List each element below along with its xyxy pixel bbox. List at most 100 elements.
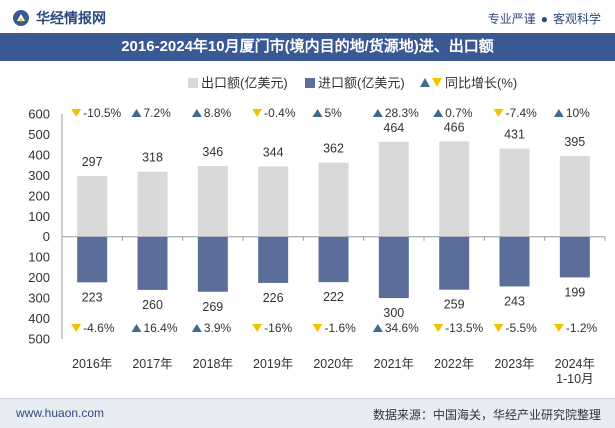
top-bar: 华经情报网 专业严谨 ● 客观科学 <box>0 0 615 34</box>
export-growth-up-arrow-icon <box>372 109 383 117</box>
export-growth-label: 10% <box>566 106 590 120</box>
x-tick-label: 2021年 <box>374 357 414 371</box>
import-growth-label: -1.2% <box>566 321 598 335</box>
export-growth-label: 8.8% <box>204 106 232 120</box>
x-tick-label: 2016年 <box>72 357 112 371</box>
chart: 出口额(亿美元) 进口额(亿美元) 同比增长(%) 500 400 300 200 100 0 1… <box>28 76 606 386</box>
y-tick-label: 200 <box>28 188 50 203</box>
export-value-label: 431 <box>504 128 525 142</box>
export-value-label: 344 <box>263 145 284 159</box>
tagline-left: 专业严谨 <box>487 12 536 26</box>
import-bar <box>318 236 349 283</box>
x-tick-label: 1-10月 <box>556 372 594 386</box>
export-growth-up-arrow-icon <box>131 109 142 117</box>
brand-tagline: 专业严谨 ● 客观科学 <box>488 10 601 27</box>
export-value-label: 297 <box>82 155 103 169</box>
import-growth-label: 16.4% <box>144 321 178 335</box>
x-tick-label: 2024年 <box>555 357 595 371</box>
footer: www.huaon.com 数据来源：中国海关，华经产业研究院整理 <box>0 398 615 428</box>
brand-name: 华经情报网 <box>36 10 106 26</box>
export-value-label: 466 <box>444 120 465 134</box>
export-value-label: 464 <box>383 121 404 135</box>
export-growth-label: 28.3% <box>385 106 419 120</box>
export-value-label: 395 <box>564 135 585 149</box>
y-tick-label: 100 <box>28 209 50 224</box>
import-growth-label: -5.5% <box>506 321 538 335</box>
import-growth-label: -4.6% <box>83 321 115 335</box>
chart-title: 2016-2024年10月厦门市(境内目的地/货源地)进、出口额 <box>0 33 615 61</box>
import-value-label: 269 <box>202 300 223 314</box>
export-growth-up-arrow-icon <box>433 109 444 117</box>
y-tick-label: 300 <box>28 168 50 183</box>
import-bar <box>439 236 470 290</box>
export-growth-up-arrow-icon <box>312 109 323 117</box>
x-tick-label: 2020年 <box>313 357 353 371</box>
export-bar <box>318 162 349 237</box>
export-bar <box>559 155 590 237</box>
import-growth-down-arrow-icon <box>312 324 323 332</box>
import-growth-up-arrow-icon <box>372 324 383 332</box>
import-growth-label: 34.6% <box>385 321 419 335</box>
import-growth-down-arrow-icon <box>433 324 444 332</box>
import-bar <box>77 236 108 283</box>
export-bar <box>77 175 108 237</box>
import-value-label: 259 <box>444 298 465 312</box>
import-value-label: 199 <box>564 285 585 299</box>
import-growth-down-arrow-icon <box>553 324 564 332</box>
export-bar <box>137 171 168 237</box>
import-value-label: 243 <box>504 294 525 308</box>
import-bar <box>559 236 590 278</box>
y-tick-label: 0 <box>43 229 50 244</box>
export-value-label: 346 <box>202 145 223 159</box>
brand-logo[interactable]: 华经情报网 <box>12 8 106 28</box>
y-tick-label: 400 <box>28 147 50 162</box>
export-bar <box>439 141 470 237</box>
import-growth-up-arrow-icon <box>131 324 142 332</box>
tagline-right: 客观科学 <box>552 12 601 26</box>
site-url[interactable]: www.huaon.com <box>16 406 105 420</box>
import-value-label: 223 <box>82 290 103 304</box>
legend-swatch-growth-down <box>432 78 442 87</box>
import-growth-down-arrow-icon <box>493 324 504 332</box>
y-tick-label: 600 <box>28 107 50 122</box>
export-growth-label: -10.5% <box>83 106 121 120</box>
x-tick-label: 2018年 <box>193 357 233 371</box>
import-growth-down-arrow-icon <box>252 324 263 332</box>
brand-logo-icon <box>13 10 29 26</box>
x-tick-label: 2023年 <box>494 357 534 371</box>
import-value-label: 260 <box>142 298 163 312</box>
y-tick-label: 300 <box>28 291 50 306</box>
x-tick-label: 2019年 <box>253 357 293 371</box>
export-growth-up-arrow-icon <box>553 109 564 117</box>
import-growth-label: -13.5% <box>445 321 483 335</box>
export-value-label: 318 <box>142 151 163 165</box>
export-growth-down-arrow-icon <box>71 109 82 117</box>
import-bar <box>499 236 530 287</box>
x-tick-label: 2017年 <box>132 357 172 371</box>
import-growth-label: -16% <box>264 321 292 335</box>
import-growth-label: 3.9% <box>204 321 232 335</box>
import-bar <box>258 236 289 283</box>
import-bar <box>378 236 409 299</box>
export-bar <box>197 165 228 237</box>
x-tick-label: 2022年 <box>434 357 474 371</box>
export-bar <box>499 148 530 237</box>
export-growth-down-arrow-icon <box>252 109 263 117</box>
y-tick-label: 100 <box>28 250 50 265</box>
export-growth-label: 7.2% <box>144 106 172 120</box>
export-bar <box>258 166 289 237</box>
import-growth-down-arrow-icon <box>71 324 82 332</box>
export-value-label: 362 <box>323 142 344 156</box>
export-growth-label: 0.7% <box>445 106 473 120</box>
import-growth-up-arrow-icon <box>191 324 202 332</box>
data-source: 数据来源：中国海关，华经产业研究院整理 <box>372 408 601 422</box>
legend-label: 进口额(亿美元) <box>318 76 405 91</box>
tagline-dot-icon: ● <box>540 12 548 26</box>
import-bar <box>137 236 168 290</box>
legend-label: 同比增长(%) <box>445 76 517 91</box>
export-bar <box>378 141 409 237</box>
legend-swatch-import <box>305 78 315 88</box>
y-tick-label: 200 <box>28 270 50 285</box>
legend-label: 出口额(亿美元) <box>201 76 288 91</box>
import-value-label: 300 <box>383 306 404 320</box>
